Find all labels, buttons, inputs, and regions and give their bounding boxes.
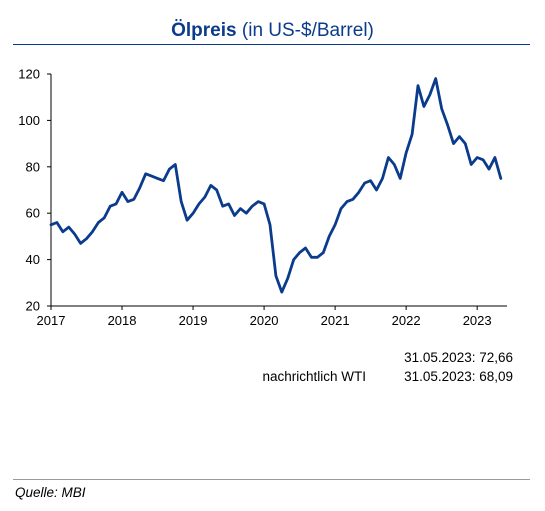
x-tick-label: 2017 bbox=[37, 313, 66, 328]
y-tick-label: 100 bbox=[18, 113, 40, 128]
y-tick-label: 60 bbox=[26, 206, 40, 221]
note-row-wti: nachrichtlich WTI 31.05.2023: 68,09 bbox=[0, 369, 545, 387]
series-layer bbox=[49, 77, 503, 294]
y-tick-label: 120 bbox=[18, 67, 40, 82]
oil-price-series-line bbox=[49, 77, 503, 294]
y-axis: 20 40 60 80 100 120 bbox=[18, 67, 52, 314]
y-tick-label: 40 bbox=[26, 252, 40, 267]
title-divider bbox=[13, 44, 530, 45]
source-label: Quelle: MBI bbox=[15, 485, 86, 500]
y-tick-label: 80 bbox=[26, 159, 40, 174]
footer-divider bbox=[13, 479, 530, 480]
x-tick-label: 2018 bbox=[108, 313, 137, 328]
x-tick-label: 2019 bbox=[179, 313, 208, 328]
note-row-latest: 31.05.2023: 72,66 bbox=[0, 350, 545, 368]
x-tick-label: 2022 bbox=[392, 313, 421, 328]
chart-title-rest: (in US-$/Barrel) bbox=[241, 20, 374, 41]
wti-label: nachrichtlich WTI bbox=[262, 369, 366, 384]
y-tick-label: 20 bbox=[26, 299, 40, 314]
x-axis: 2017 2018 2019 2020 2021 2022 2023 bbox=[37, 305, 507, 328]
wti-price-value: 31.05.2023: 68,09 bbox=[404, 369, 513, 384]
chart-title: Ölpreis (in US-$/Barrel) bbox=[0, 20, 545, 42]
x-tick-label: 2023 bbox=[463, 313, 492, 328]
latest-price-value: 31.05.2023: 72,66 bbox=[404, 350, 513, 365]
x-tick-label: 2020 bbox=[250, 313, 279, 328]
x-tick-label: 2021 bbox=[321, 313, 350, 328]
chart-title-bold: Ölpreis bbox=[171, 20, 237, 41]
